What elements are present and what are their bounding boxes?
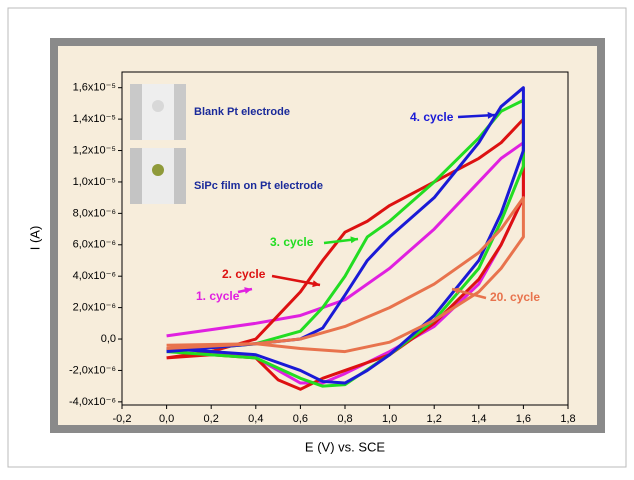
x-tick-label: 0,0 — [159, 413, 174, 425]
y-axis-label: I (A) — [27, 226, 42, 251]
y-tick-label: 4,0x10⁻⁶ — [73, 270, 116, 282]
inset-label: SiPc film on Pt electrode — [194, 180, 323, 192]
y-tick-label: -4,0x10⁻⁶ — [69, 396, 116, 408]
y-tick-label: 0,0 — [101, 333, 116, 345]
arrow-head — [487, 111, 495, 119]
x-tick-label: 0,8 — [337, 413, 352, 425]
tube-film — [152, 164, 164, 176]
y-tick-label: 1,4x10⁻⁵ — [73, 113, 116, 125]
x-tick-label: 1,4 — [471, 413, 486, 425]
annotation: 3. cycle — [270, 235, 314, 249]
x-tick-label: 1,6 — [516, 413, 531, 425]
x-tick-label: 1,2 — [427, 413, 442, 425]
y-tick-label: 6,0x10⁻⁶ — [73, 239, 116, 251]
arrow-head — [244, 287, 252, 294]
x-tick-label: 1,8 — [560, 413, 575, 425]
annotation: 2. cycle — [222, 267, 266, 281]
y-tick-label: -2,0x10⁻⁶ — [69, 364, 116, 376]
y-tick-label: 1,2x10⁻⁵ — [73, 144, 116, 156]
x-axis-label: E (V) vs. SCE — [305, 439, 386, 454]
annotation: 20. cycle — [490, 290, 540, 304]
x-tick-label: 1,0 — [382, 413, 397, 425]
y-tick-label: 1,0x10⁻⁵ — [73, 176, 116, 188]
cycle-line — [166, 196, 525, 354]
y-tick-label: 8,0x10⁻⁶ — [73, 207, 116, 219]
tube-hole — [152, 100, 164, 112]
inset: Blank Pt electrode SiPc film on Pt elect… — [130, 84, 323, 204]
x-tick-label: 0,6 — [293, 413, 308, 425]
x-tick-label: -0,2 — [113, 413, 132, 425]
annotation: 1. cycle — [196, 289, 240, 303]
cycle-line — [166, 86, 525, 385]
annotation-arrow — [271, 274, 321, 287]
y-tick-label: 1,6x10⁻⁵ — [73, 82, 116, 94]
x-tick-label: 0,4 — [248, 413, 263, 425]
arrow-head — [350, 236, 358, 244]
arrow-head — [312, 280, 320, 288]
annotation: 4. cycle — [410, 110, 454, 124]
arrow-head — [452, 287, 460, 295]
y-tick-label: 2,0x10⁻⁶ — [73, 302, 116, 314]
inset-label: Blank Pt electrode — [194, 106, 290, 118]
x-tick-label: 0,2 — [204, 413, 219, 425]
